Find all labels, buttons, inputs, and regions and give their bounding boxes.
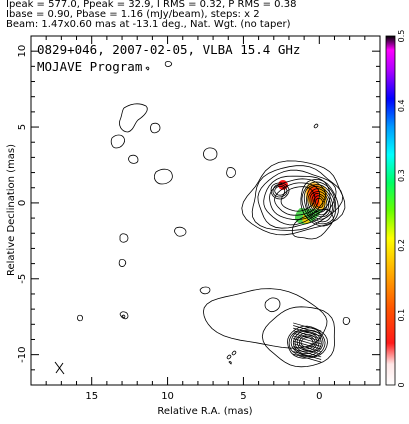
contour-lower-core: [294, 332, 320, 353]
contour-core: [300, 178, 339, 227]
header-beam-line: Beam: 1.47x0.60 mas at -13.1 deg., Nat. …: [6, 19, 291, 30]
polarization-vector: [293, 330, 322, 340]
colorbar-tick-label: 0.2: [397, 239, 406, 252]
colorbar-tick-label: 0.3: [397, 169, 406, 182]
polarization-vector: [293, 340, 322, 350]
contour-knot: [274, 185, 286, 196]
x-axis-ticks: [30, 36, 381, 385]
plot-frame: [30, 35, 381, 386]
x-tick-label: 5: [240, 391, 246, 402]
contour-core: [315, 197, 324, 209]
colorbar-tick-label: 0.4: [397, 99, 406, 112]
y-tick-label: 5: [17, 124, 28, 130]
colorbar-tick-label: 0.5: [397, 30, 406, 43]
contour-lower-outer: [261, 306, 335, 368]
y-tick-label: -5: [17, 274, 28, 284]
polarization-vector: [293, 322, 322, 332]
polarization-vector: [293, 327, 322, 337]
contour-lower-core: [287, 325, 328, 359]
contour-lower-outer: [202, 288, 328, 349]
colorbar-tick-labels: 0 0.1 0.2 0.3 0.4 0.5: [397, 30, 406, 388]
polarization-vector: [293, 343, 322, 353]
contour-lower-core: [292, 330, 322, 355]
contour-tail: [291, 208, 334, 240]
noise-contours: [77, 61, 351, 365]
x-axis-tick-labels: 15 10 5 0: [85, 391, 322, 402]
x-tick-label: 10: [161, 391, 174, 402]
polarization-vector: [293, 325, 322, 334]
y-axis-tick-labels: 10 5 0 -5 -10: [17, 45, 28, 363]
intensity-contours: [202, 160, 346, 368]
contour-core: [307, 188, 331, 218]
polarization-vector: [293, 351, 322, 360]
contour-core: [305, 185, 334, 220]
colorbar-tick-label: 0: [397, 382, 406, 387]
contour-upper-outer: [280, 186, 316, 212]
colorbar: [385, 35, 396, 386]
source-annotation-line2: MOJAVE Program: [37, 59, 142, 74]
polarization-vector: [293, 335, 322, 345]
contour-knot: [272, 183, 288, 198]
header-peak-line: Ipeak = 577.0, Ppeak = 32.9, I RMS = 0.3…: [6, 0, 297, 10]
y-tick-label: 10: [17, 45, 28, 58]
contour-upper-outer: [263, 175, 331, 226]
y-axis-ticks: [31, 35, 380, 386]
polarization-vector: [293, 338, 322, 347]
contour-core: [313, 195, 326, 211]
x-axis-label: Relative R.A. (mas): [157, 406, 252, 417]
contour-core: [309, 191, 330, 216]
polarization-vector: [293, 345, 322, 355]
beam-ellipse: [54, 361, 65, 375]
contour-knot: [270, 182, 290, 200]
x-tick-label: 15: [85, 391, 98, 402]
source-annotation-line1: 0829+046, 2007-02-05, VLBA 15.4 GHz: [37, 42, 300, 57]
contour-lower-core: [299, 335, 316, 350]
contour-upper-outer: [241, 160, 346, 236]
polarization-vector: [293, 348, 322, 358]
contour-lower-core: [290, 329, 324, 357]
header-base-line: Ibase = 0.90, Pbase = 1.16 (mJy/beam), s…: [6, 9, 260, 20]
contour-core: [303, 184, 335, 223]
y-axis-label: Relative Declination (mas): [6, 144, 17, 276]
x-tick-label: 0: [316, 391, 322, 402]
polarization-vector: [293, 353, 322, 363]
y-tick-label: 0: [17, 200, 28, 206]
polarization-vector: [293, 332, 322, 342]
y-tick-label: -10: [17, 346, 28, 362]
colorbar-tick-label: 0.1: [397, 309, 406, 322]
